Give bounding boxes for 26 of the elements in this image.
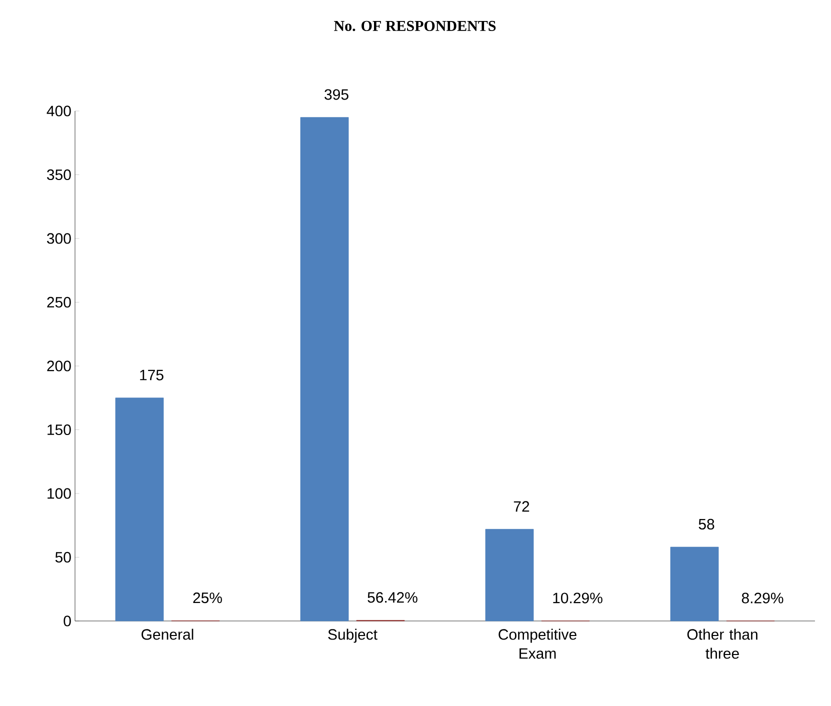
data-label: 8.29% <box>742 592 784 604</box>
x-tick-label: Competitive Exam <box>498 628 576 659</box>
y-tick-label: 300 <box>47 233 71 244</box>
data-label: 10.29% <box>553 592 602 604</box>
data-label: 72 <box>514 501 530 512</box>
data-label: 56.42% <box>368 592 418 603</box>
x-tick-label: Subject <box>328 628 378 643</box>
bar <box>485 528 534 622</box>
y-tick-label: 150 <box>48 424 71 436</box>
x-tick-label: Other than three <box>687 628 758 659</box>
y-tick-label: 400 <box>46 106 71 116</box>
y-tick-label: 350 <box>47 169 71 180</box>
bar <box>670 546 719 622</box>
y-tick-label: 50 <box>55 552 71 563</box>
data-label: 25% <box>193 592 222 604</box>
y-tick-label: 200 <box>47 360 71 372</box>
x-tick-label: General <box>142 628 194 640</box>
bar <box>115 398 164 622</box>
y-tick-label: 0 <box>64 616 71 626</box>
y-tick-label: 100 <box>48 488 71 499</box>
data-label: 395 <box>324 89 348 100</box>
bar <box>300 117 349 622</box>
data-label: 175 <box>140 370 164 380</box>
y-tick-label: 250 <box>47 296 71 308</box>
data-label: 58 <box>698 518 714 530</box>
chart-title: No. OF RESPONDENTS <box>334 20 496 32</box>
